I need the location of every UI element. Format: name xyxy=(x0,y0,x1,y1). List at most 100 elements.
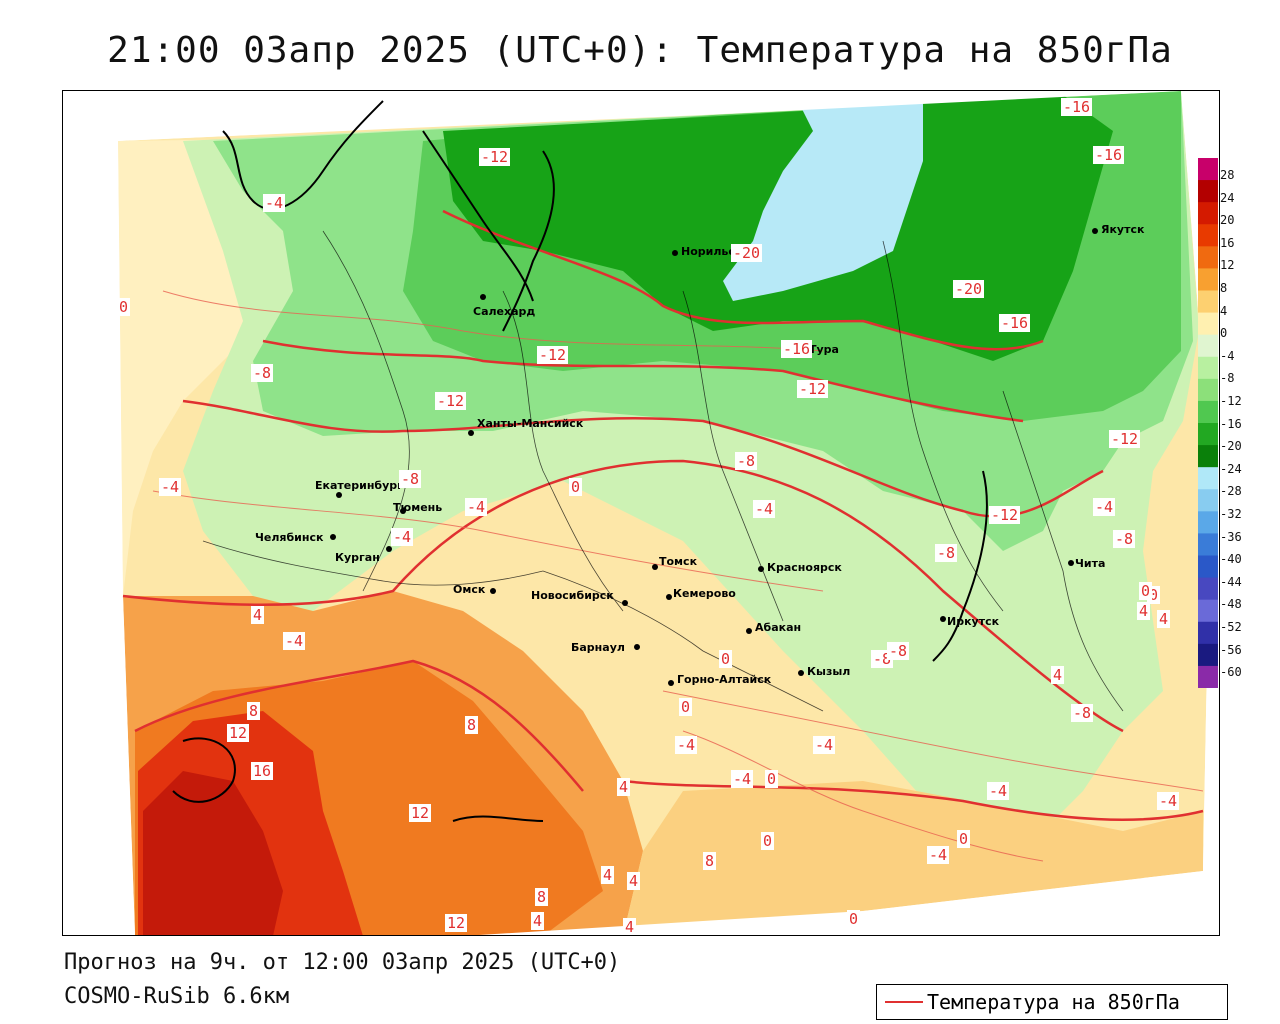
isotherm-label-bg xyxy=(675,736,697,754)
isotherm-label: -4 xyxy=(1157,792,1179,810)
isotherm-label-text: 0 xyxy=(1141,582,1150,600)
admin-borders xyxy=(202,230,1124,712)
city-yakutsk: Якутск xyxy=(1092,223,1145,236)
model-name: COSMO-RuSib 6.6км xyxy=(64,984,290,1009)
isotherm-label-text: -4 xyxy=(393,528,411,546)
scale-color-step xyxy=(1198,665,1218,689)
scale-label: -32 xyxy=(1220,507,1242,521)
scale-label: 0 xyxy=(1220,326,1228,341)
isotherm-label-text: -4 xyxy=(929,846,947,864)
isotherm-label-bg xyxy=(465,498,487,516)
scale-color-step xyxy=(1198,467,1218,490)
isotherm-label-bg xyxy=(627,872,640,890)
domain-mask-bottom xyxy=(135,871,1219,935)
city-abakan: Абакан xyxy=(746,621,801,634)
legend-line-swatch xyxy=(885,1001,923,1003)
scale-color-step xyxy=(1198,489,1218,512)
isotherm-label: 0 xyxy=(569,478,582,496)
isotherm-label: -16 xyxy=(999,314,1030,332)
scale-color-step xyxy=(1198,202,1218,225)
isotherm-label-bg xyxy=(957,830,970,848)
isotherm-label-bg xyxy=(1051,666,1064,684)
isotherm-label: 4 xyxy=(251,606,264,624)
map-canvas: Норильск Якутск Салехард Тура Ханты-Манс… xyxy=(63,91,1219,935)
isotherm-label-text: -4 xyxy=(1159,792,1177,810)
scale-label: 12 xyxy=(1220,258,1235,273)
coastlines xyxy=(172,100,988,822)
isotherm-label-text: 8 xyxy=(249,702,258,720)
color-scale-bar xyxy=(1198,158,1218,689)
isotherm-label-bg xyxy=(391,528,413,546)
isotherm-label-text: -12 xyxy=(799,380,826,398)
isotherm-label: -8 xyxy=(1113,530,1135,548)
isotherm-label-bg xyxy=(601,866,614,884)
svg-text:Новосибирск: Новосибирск xyxy=(531,589,614,602)
isotherm-label-text: -8 xyxy=(1115,530,1133,548)
isotherm-label: 8 xyxy=(703,852,716,870)
scale-color-step xyxy=(1198,378,1218,402)
svg-text:Омск: Омск xyxy=(453,583,486,596)
isotherm-label-text: -4 xyxy=(161,478,179,496)
isotherm-label: -4 xyxy=(283,632,305,650)
isotherm-label-text: -4 xyxy=(467,498,485,516)
isotherm-label-bg xyxy=(537,346,568,364)
city-irkutsk: Иркутск xyxy=(940,615,1000,628)
isotherm-label: -12 xyxy=(479,148,510,166)
isotherm-label: -4 xyxy=(987,782,1009,800)
scale-color-step xyxy=(1198,555,1218,579)
city-kurgan: Курган xyxy=(335,546,392,564)
isotherm-label-bg xyxy=(927,846,949,864)
isotherm-label-text: -4 xyxy=(1095,498,1113,516)
isotherm-label-bg xyxy=(953,280,984,298)
isotherm-label-bg xyxy=(719,650,732,668)
zone-deep-red xyxy=(143,771,283,935)
isotherm-label: 4 xyxy=(531,912,544,930)
scale-label: 28 xyxy=(1220,168,1235,182)
isotherm-label-bg xyxy=(283,632,305,650)
svg-text:Тюмень: Тюмень xyxy=(393,501,442,514)
isotherm-label-bg xyxy=(703,852,716,870)
scale-label: -12 xyxy=(1220,394,1242,408)
scale-label: -20 xyxy=(1220,439,1242,454)
isotherm-label-text: -16 xyxy=(1095,146,1122,164)
isotherm-label: -4 xyxy=(263,194,285,212)
isotherm-label-bg xyxy=(399,470,421,488)
scale-label: -44 xyxy=(1220,574,1242,589)
scale-label: -4 xyxy=(1220,348,1235,363)
isotherm-label-bg xyxy=(731,770,753,788)
isotherm-label-bg xyxy=(251,762,273,780)
scale-label: -56 xyxy=(1220,642,1242,657)
isotherm-label-bg xyxy=(479,148,510,166)
isotherm-label-bg xyxy=(1071,704,1093,722)
svg-text:Чита: Чита xyxy=(1075,557,1105,570)
city-chelyabinsk: Челябинск xyxy=(255,531,336,544)
isotherm-label-text: 12 xyxy=(447,914,465,932)
svg-text:Челябинск: Челябинск xyxy=(255,531,324,544)
svg-text:Кемерово: Кемерово xyxy=(673,587,736,600)
isotherm-label: -4 xyxy=(1093,498,1115,516)
isotherm-label-text: 4 xyxy=(625,918,634,935)
isotherm-label-text: -16 xyxy=(1001,314,1028,332)
isotherm-label-bg xyxy=(617,778,630,796)
map-title: 21:00 03апр 2025 (UTC+0): Температура на… xyxy=(107,30,1173,71)
isotherm-label-bg xyxy=(1139,582,1152,600)
isotherm-label-bg xyxy=(989,506,1020,524)
isotherm-label-bg xyxy=(535,888,548,906)
isotherm-label-bg xyxy=(445,914,467,932)
temperature-map: Норильск Якутск Салехард Тура Ханты-Манс… xyxy=(62,90,1220,936)
isotherm-label-bg xyxy=(409,804,431,822)
isotherm-label-text: -8 xyxy=(937,544,955,562)
isotherm-label-text: 4 xyxy=(1139,602,1148,620)
isotherm-label-bg xyxy=(251,606,264,624)
isotherm-label: 0 xyxy=(847,910,860,928)
isotherm-label: -16 xyxy=(1093,146,1124,164)
isotherm-label: -12 xyxy=(537,346,568,364)
isotherm-label-text: 4 xyxy=(253,606,262,624)
svg-text:Абакан: Абакан xyxy=(755,621,801,634)
isotherm-label-bg xyxy=(781,340,812,358)
isotherm-label-text: -12 xyxy=(1111,430,1138,448)
isotherm-label: -8 xyxy=(399,470,421,488)
isotherm-label-bg xyxy=(1137,602,1150,620)
svg-text:Салехард: Салехард xyxy=(473,305,535,318)
isotherm-label: -4 xyxy=(753,500,775,518)
